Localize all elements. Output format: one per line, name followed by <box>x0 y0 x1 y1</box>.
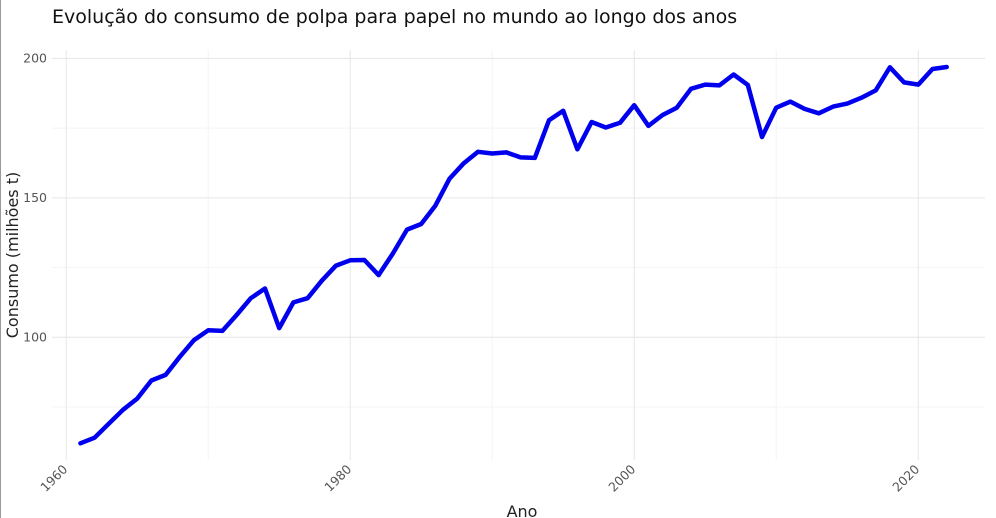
x-tick-label: 2020 <box>889 461 922 494</box>
y-tick-label: 150 <box>23 190 47 205</box>
y-tick-label: 100 <box>23 329 47 344</box>
grid-lines <box>52 50 985 460</box>
x-axis-label: Ano <box>507 502 538 518</box>
x-tick-label: 2000 <box>605 461 638 494</box>
window-left-border <box>0 0 1 518</box>
y-axis-label: Consumo (milhões t) <box>3 172 22 338</box>
series-line <box>78 64 949 446</box>
axis-ticks: 100 150 200 1960 1980 2000 2020 <box>23 50 922 494</box>
x-tick-label: 1980 <box>321 461 354 494</box>
y-tick-label: 200 <box>23 50 47 65</box>
chart-title: Evolução do consumo de polpa para papel … <box>52 6 738 28</box>
x-tick-label: 1960 <box>37 461 70 494</box>
